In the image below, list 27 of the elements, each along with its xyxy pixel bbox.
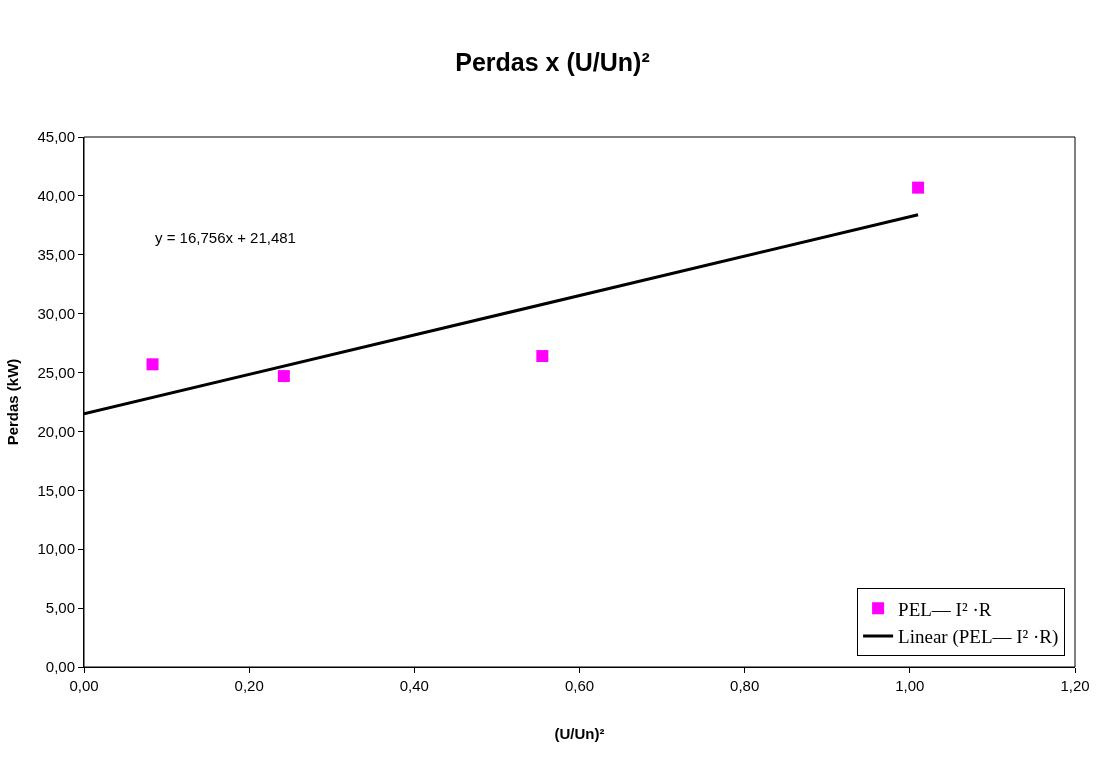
x-tick-label: 0,60 — [564, 677, 595, 694]
legend-label: Linear (PEL— I² ·R) — [898, 626, 1059, 649]
x-axis-title: (U/Un)² — [554, 725, 605, 742]
legend-label: PEL— I² ·R — [898, 598, 992, 620]
point — [146, 358, 159, 371]
x-tick-label: 0,00 — [69, 677, 99, 694]
y-tick-label: 30,00 — [37, 304, 75, 322]
y-tick-label: 45,00 — [37, 128, 75, 146]
x-tick-label: 0,40 — [399, 677, 429, 694]
y-axis-title: Perdas (kW) — [3, 358, 21, 446]
x-tick-label: 1,20 — [1060, 677, 1090, 694]
y-tick-label: 40,00 — [37, 187, 75, 205]
y-tick-label: 5,00 — [45, 599, 75, 617]
y-tick-label: 20,00 — [37, 422, 75, 440]
y-tick-label: 35,00 — [37, 246, 75, 264]
x-tick-label: 1,00 — [895, 677, 925, 694]
chart-title: Perdas x (U/Un)² — [455, 48, 650, 77]
x-tick-label: 0,20 — [234, 677, 264, 694]
y-tick-label: 15,00 — [37, 481, 75, 499]
x-tick-label: 0,80 — [730, 677, 760, 694]
y-tick-label: 0,00 — [45, 658, 75, 676]
y-tick-label: 10,00 — [37, 540, 75, 558]
y-tick-label: 25,00 — [37, 363, 75, 381]
annotation: y = 16,756x + 21,481 — [155, 229, 296, 246]
point — [277, 370, 290, 383]
point — [536, 350, 549, 363]
point — [912, 181, 925, 194]
